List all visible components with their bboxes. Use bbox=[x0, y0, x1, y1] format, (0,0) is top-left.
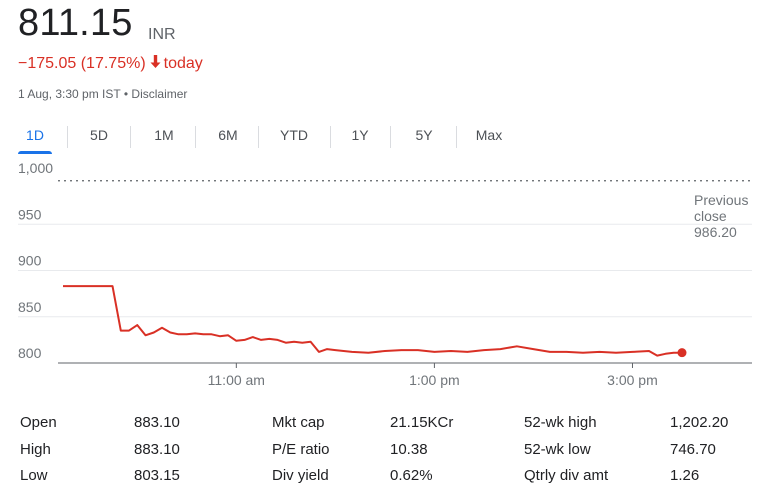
tab-5y[interactable]: 5Y bbox=[415, 127, 433, 143]
change-value: −175.05 (17.75%) bbox=[18, 55, 146, 73]
tab-divider bbox=[130, 126, 131, 148]
tab-1m[interactable]: 1M bbox=[154, 127, 174, 143]
tab-divider bbox=[195, 126, 196, 148]
stat-div-yield: Div yield 0.62% bbox=[272, 467, 433, 484]
y-tick-label: 800 bbox=[18, 345, 42, 361]
tab-max[interactable]: Max bbox=[475, 127, 503, 143]
tab-divider bbox=[67, 126, 68, 148]
stat-52wk-low: 52-wk low 746.70 bbox=[524, 441, 716, 458]
stat-open: Open 883.10 bbox=[20, 414, 180, 431]
price-line bbox=[63, 285, 683, 357]
tab-1d[interactable]: 1D bbox=[18, 122, 52, 154]
stat-low: Low 803.15 bbox=[20, 467, 180, 484]
x-tick-label: 1:00 pm bbox=[409, 372, 460, 388]
y-tick-label: 850 bbox=[18, 299, 42, 315]
tab-5d[interactable]: 5D bbox=[90, 127, 108, 143]
change-period: today bbox=[163, 55, 203, 73]
stock-price: 811.15 bbox=[18, 2, 133, 44]
stat-qtrly-div: Qtrly div amt 1.26 bbox=[524, 467, 700, 484]
previous-close-label: close bbox=[694, 208, 727, 224]
y-tick-label: 950 bbox=[18, 206, 42, 222]
tab-divider bbox=[258, 126, 259, 148]
meta-separator: • bbox=[123, 87, 129, 101]
chart-gridlines bbox=[18, 177, 752, 318]
y-axis-ticks: 1,000 950 900 850 800 bbox=[18, 160, 53, 361]
quote-meta: 1 Aug, 3:30 pm IST • Disclaimer bbox=[18, 87, 187, 101]
stat-mkt-cap: Mkt cap 21.15KCr bbox=[272, 414, 454, 431]
last-price-point bbox=[677, 348, 687, 358]
previous-close-label: Previous bbox=[694, 192, 748, 208]
price-change: −175.05 (17.75%) today bbox=[18, 55, 203, 73]
x-tick-label: 3:00 pm bbox=[607, 372, 658, 388]
tab-divider bbox=[330, 126, 331, 148]
quote-timestamp: 1 Aug, 3:30 pm IST bbox=[18, 87, 121, 101]
x-tick-label: 11:00 am bbox=[208, 372, 265, 388]
tab-1y[interactable]: 1Y bbox=[351, 127, 369, 143]
tab-divider bbox=[456, 126, 457, 148]
currency-label: INR bbox=[148, 26, 176, 43]
x-axis-ticks: 11:00 am 1:00 pm 3:00 pm bbox=[208, 363, 658, 388]
tab-6m[interactable]: 6M bbox=[218, 127, 238, 143]
stat-high: High 883.10 bbox=[20, 441, 180, 458]
tab-ytd[interactable]: YTD bbox=[280, 127, 308, 143]
arrow-down-icon bbox=[150, 55, 161, 73]
disclaimer-link[interactable]: Disclaimer bbox=[131, 87, 188, 101]
stat-pe-ratio: P/E ratio 10.38 bbox=[272, 441, 428, 458]
y-tick-label: 900 bbox=[18, 253, 42, 269]
stat-52wk-high: 52-wk high 1,202.20 bbox=[524, 414, 729, 431]
tab-divider bbox=[390, 126, 391, 148]
y-tick-label: 1,000 bbox=[18, 160, 53, 176]
previous-close-value: 986.20 bbox=[694, 224, 737, 240]
